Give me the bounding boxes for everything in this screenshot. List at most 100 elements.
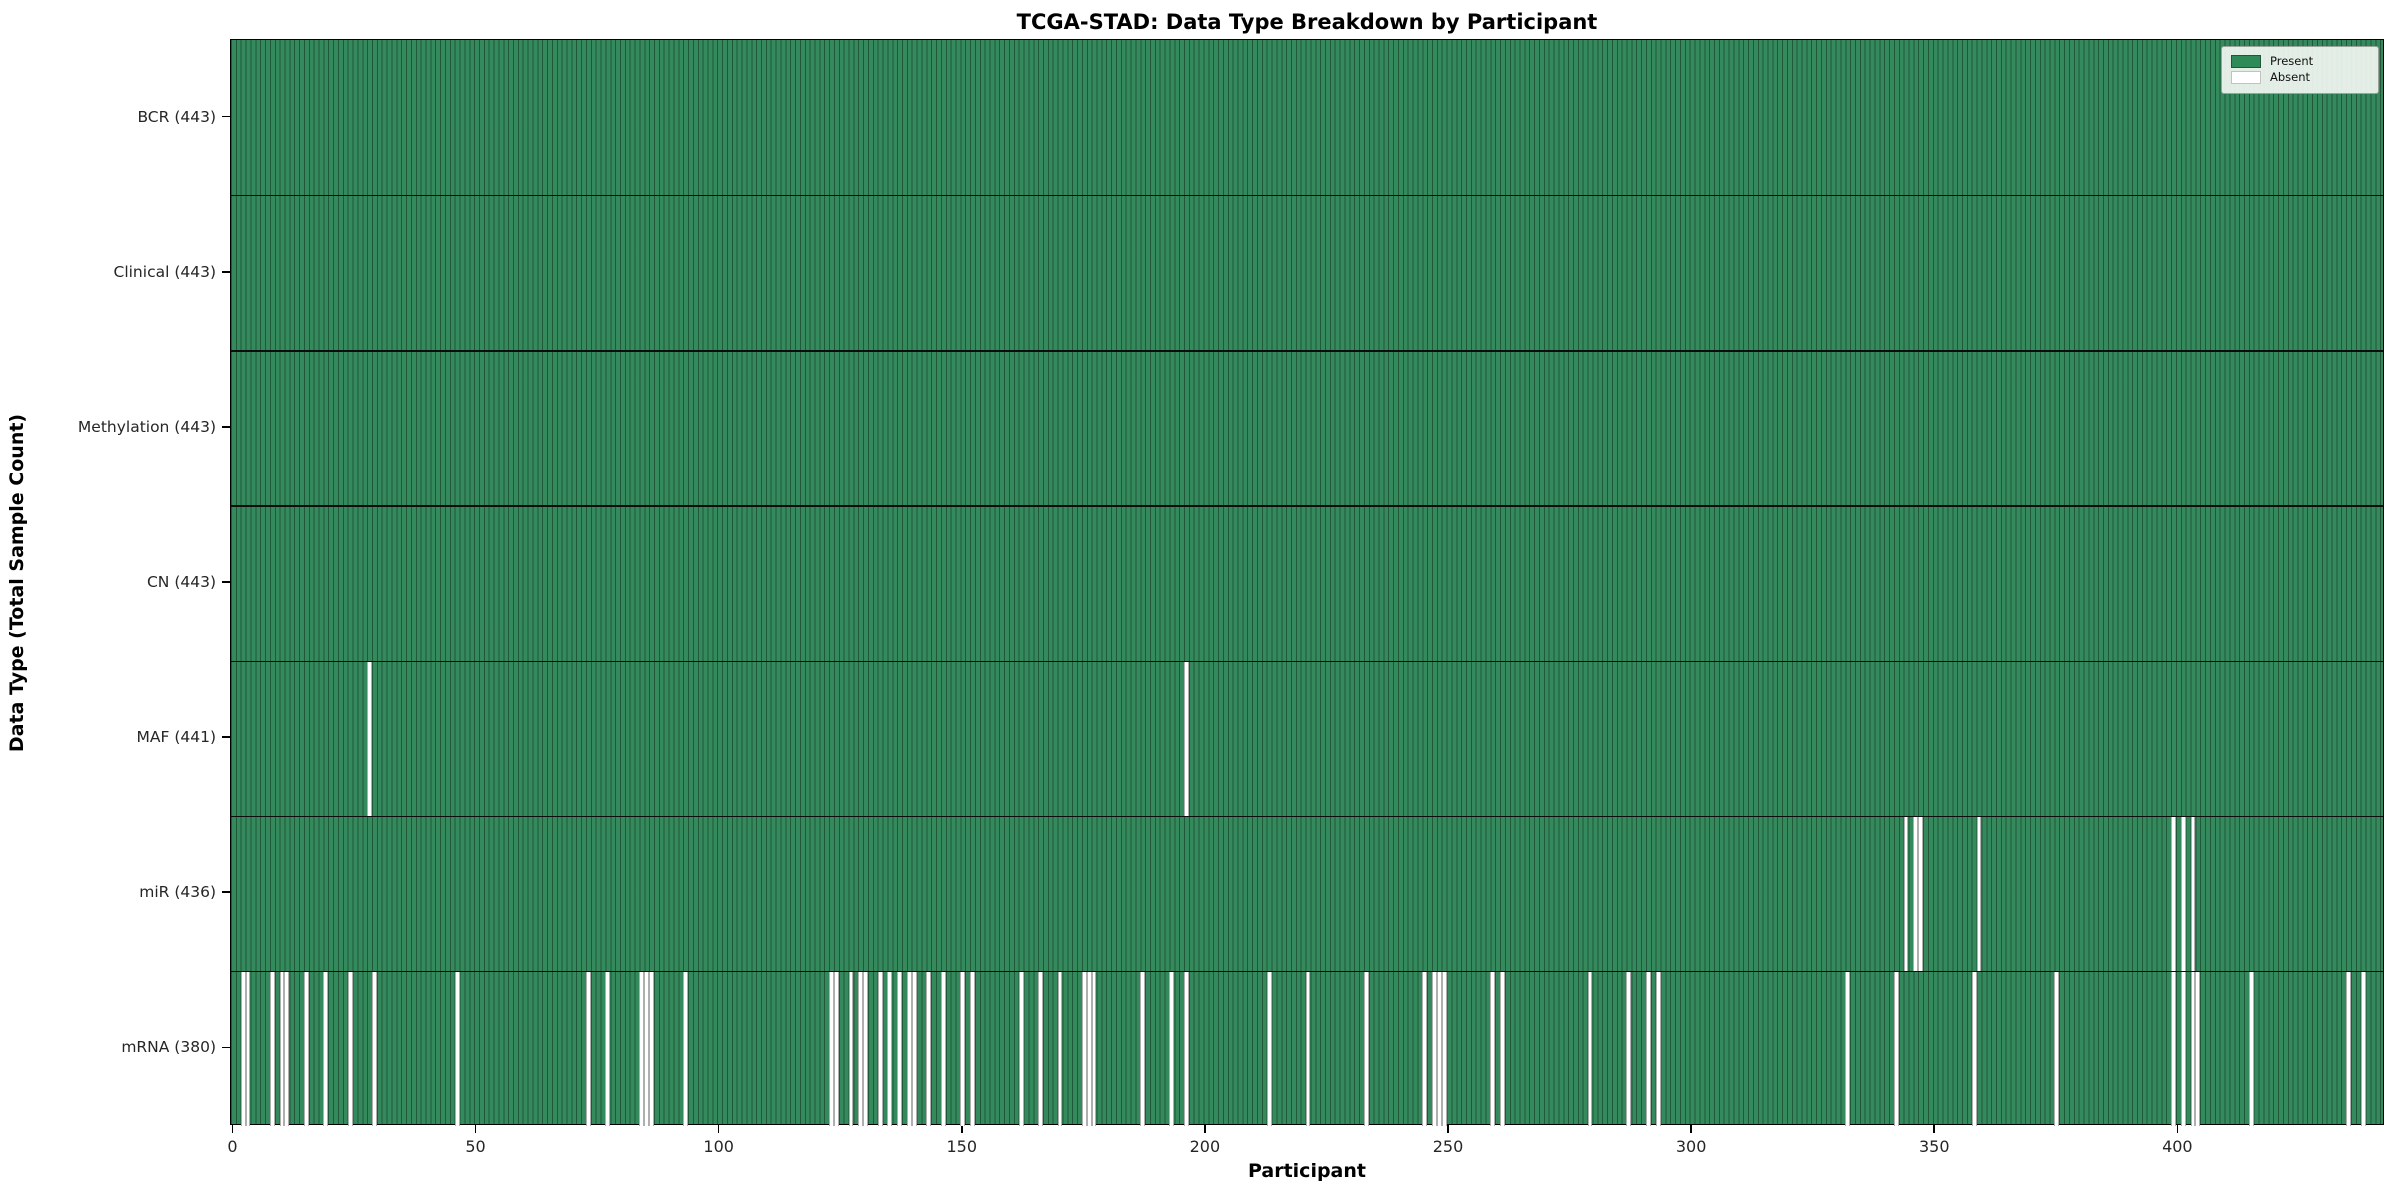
absent-bar-mRNA-p293 (1655, 970, 1661, 1126)
row-separator (231, 505, 2383, 507)
absent-bar-mRNA-p438 (2360, 970, 2366, 1126)
xtick-label-100: 100 (703, 1137, 734, 1156)
absent-bar-mRNA-p399 (2171, 970, 2176, 1126)
legend-swatch-present-icon (2231, 55, 2261, 69)
xtick-mark-350 (1933, 1125, 1936, 1133)
absent-bar-mRNA-p245 (1422, 970, 1428, 1126)
absent-bar-mRNA-p133 (877, 970, 883, 1126)
absent-bar-mRNA-p3 (245, 970, 251, 1126)
xtick-mark-300 (1690, 1125, 1692, 1133)
plot-area (230, 39, 2384, 1126)
row-separator (231, 815, 2383, 817)
absent-bar-mRNA-p291 (1645, 970, 1651, 1126)
absent-bar-mRNA-p401 (2180, 970, 2186, 1126)
absent-bar-mRNA-p332 (1845, 970, 1851, 1126)
absent-bar-mRNA-p15 (303, 970, 309, 1126)
absent-bar-mRNA-p279 (1587, 970, 1593, 1126)
absent-bar-mRNA-p176 (1086, 970, 1092, 1126)
absent-bar-miR-p346 (1913, 815, 1919, 971)
absent-bar-mRNA-p193 (1169, 970, 1175, 1126)
absent-bar-mRNA-p261 (1500, 970, 1505, 1126)
absent-bar-mRNA-p86 (649, 970, 655, 1126)
absent-bar-mRNA-p10 (279, 970, 285, 1126)
ytick-mark-mRNA (222, 1046, 230, 1049)
absent-bar-mRNA-p404 (2195, 970, 2201, 1126)
absent-bar-mRNA-p85 (644, 970, 650, 1126)
xtick-mark-50 (474, 1125, 477, 1133)
absent-bar-mRNA-p177 (1091, 970, 1097, 1126)
absent-bar-mRNA-p2 (240, 970, 246, 1126)
absent-bar-mRNA-p29 (372, 970, 377, 1126)
absent-bar-miR-p359 (1976, 815, 1982, 971)
absent-bar-mRNA-p129 (858, 970, 864, 1126)
x-axis-label: Participant (1247, 1160, 1366, 1182)
row-separator (231, 970, 2383, 973)
absent-bar-mRNA-p287 (1626, 970, 1632, 1126)
absent-bar-mRNA-p140 (911, 970, 917, 1126)
ytick-label-miR: miR (436) (139, 883, 216, 902)
xtick-mark-400 (2176, 1125, 2179, 1133)
absent-bar-mRNA-p196 (1184, 970, 1189, 1126)
legend: Present Absent (2221, 46, 2379, 94)
absent-bar-mRNA-p247 (1431, 970, 1437, 1126)
absent-bar-mRNA-p123 (829, 970, 834, 1126)
absent-bar-mRNA-p162 (1018, 970, 1024, 1126)
absent-bar-mRNA-p77 (605, 970, 611, 1126)
absent-bar-mRNA-p213 (1266, 970, 1272, 1126)
ytick-mark-Clinical (222, 270, 230, 273)
xtick-label-350: 350 (1918, 1137, 1950, 1156)
ytick-label-BCR: BCR (443) (137, 107, 216, 126)
absent-bar-mRNA-p415 (2248, 970, 2254, 1126)
absent-bar-mRNA-p187 (1140, 970, 1146, 1126)
absent-bar-mRNA-p233 (1363, 970, 1369, 1126)
absent-bar-mRNA-p259 (1490, 970, 1496, 1126)
absent-bar-mRNA-p73 (585, 970, 591, 1126)
xtick-label-300: 300 (1675, 1137, 1707, 1156)
legend-label-absent: Absent (2270, 69, 2311, 84)
absent-bar-mRNA-p375 (2054, 970, 2060, 1126)
absent-bar-MAF-p196 (1184, 660, 1189, 816)
ytick-mark-CN (222, 581, 230, 583)
absent-bar-mRNA-p137 (897, 970, 902, 1126)
absent-bar-mRNA-p221 (1305, 970, 1311, 1126)
ytick-mark-MAF (222, 736, 230, 738)
legend-label-present: Present (2270, 54, 2314, 68)
absent-bar-mRNA-p175 (1081, 970, 1087, 1126)
absent-bar-mRNA-p249 (1441, 970, 1447, 1126)
chart-title: TCGA-STAD: Data Type Breakdown by Partic… (1016, 10, 1598, 34)
xtick-mark-100 (717, 1125, 720, 1133)
absent-bar-mRNA-p342 (1893, 970, 1899, 1126)
legend-item-absent: Absent (2231, 69, 2369, 85)
ytick-label-MAF: MAF (441) (136, 728, 217, 747)
xtick-label-150: 150 (946, 1137, 978, 1156)
absent-bar-mRNA-p124 (833, 970, 839, 1126)
ytick-label-CN: CN (443) (146, 573, 216, 591)
absent-bar-mRNA-p358 (1971, 970, 1977, 1126)
ytick-mark-Methylation (222, 426, 230, 428)
absent-bar-mRNA-p19 (323, 970, 329, 1126)
xtick-mark-150 (960, 1125, 963, 1133)
absent-bar-mRNA-p143 (926, 970, 932, 1126)
absent-bar-miR-p344 (1903, 815, 1909, 971)
absent-bar-miR-p403 (2190, 815, 2196, 971)
absent-bar-mRNA-p170 (1057, 970, 1063, 1126)
absent-bar-mRNA-p248 (1436, 970, 1442, 1126)
ytick-label-Clinical: Clinical (443) (113, 262, 217, 281)
absent-bar-mRNA-p166 (1038, 970, 1043, 1126)
absent-bar-mRNA-p8 (269, 970, 275, 1126)
absent-bar-mRNA-p46 (454, 970, 460, 1126)
ytick-label-Methylation: Methylation (443) (77, 417, 216, 436)
xtick-label-0: 0 (227, 1137, 238, 1156)
absent-bar-mRNA-p135 (887, 970, 893, 1126)
legend-item-present: Present (2231, 54, 2369, 69)
row-separator (231, 195, 2383, 197)
absent-bar-mRNA-p146 (940, 970, 946, 1126)
row-separator (231, 350, 2383, 352)
absent-bar-miR-p399 (2171, 815, 2176, 971)
absent-bar-mRNA-p150 (960, 970, 966, 1126)
absent-bar-mRNA-p152 (970, 970, 975, 1126)
row-separator (231, 660, 2383, 662)
absent-bar-mRNA-p84 (639, 970, 645, 1126)
absent-bar-miR-p347 (1918, 815, 1924, 971)
